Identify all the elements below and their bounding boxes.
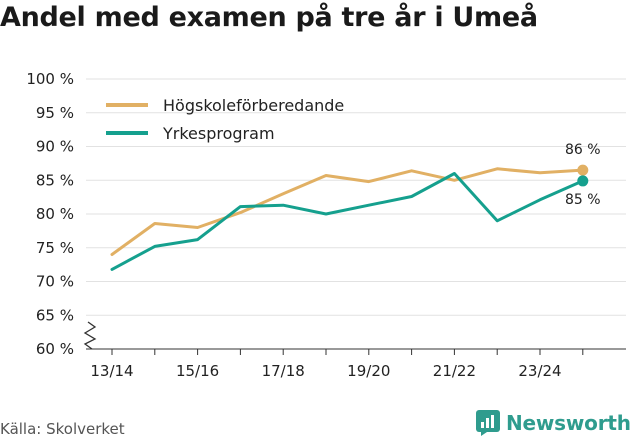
axes: 60 % 65 % 70 % 75 % 80 % 85 % 90 % 95 % 100 % 13/…	[26, 70, 626, 380]
series-line	[110, 167, 585, 256]
brand-name: Newsworthy	[506, 411, 631, 435]
end-value-label: 85 %	[565, 192, 601, 208]
source-note: Källa: Skolverket	[0, 420, 125, 438]
end-value-label: 86 %	[565, 142, 601, 158]
series-lines: 86 % 85 %	[110, 142, 601, 271]
legend-label: Yrkesprogram	[162, 124, 275, 143]
y-tick-label: 60 %	[36, 340, 74, 358]
end-point-marker	[577, 164, 589, 176]
series-line	[110, 172, 585, 271]
y-tick-label: 85 %	[36, 171, 74, 189]
legend: Högskoleförberedande Yrkesprogram	[106, 96, 344, 143]
x-tick-label: 23/24	[518, 362, 561, 380]
brand-logo[interactable]: Newsworthy	[476, 407, 631, 439]
y-tick-label: 65 %	[36, 306, 74, 324]
x-tick-label: 21/22	[433, 362, 476, 380]
newsworthy-logo-icon	[476, 410, 500, 436]
y-tick-label: 90 %	[36, 138, 74, 156]
legend-label: Högskoleförberedande	[163, 96, 344, 115]
y-tick-label: 75 %	[36, 239, 74, 257]
y-tick-label: 100 %	[26, 70, 74, 88]
x-tick-label: 15/16	[176, 362, 219, 380]
y-tick-label: 70 %	[36, 273, 74, 291]
chart-title: Andel med examen på tre år i Umeå	[0, 2, 538, 33]
x-tick-label: 17/18	[262, 362, 305, 380]
axis-break-icon	[83, 321, 97, 350]
y-tick-label: 95 %	[36, 104, 74, 122]
y-tick-label: 80 %	[36, 205, 74, 223]
x-tick-label: 13/14	[90, 362, 133, 380]
x-tick-label: 19/20	[347, 362, 390, 380]
gridlines	[86, 78, 626, 316]
end-point-marker	[577, 175, 589, 187]
